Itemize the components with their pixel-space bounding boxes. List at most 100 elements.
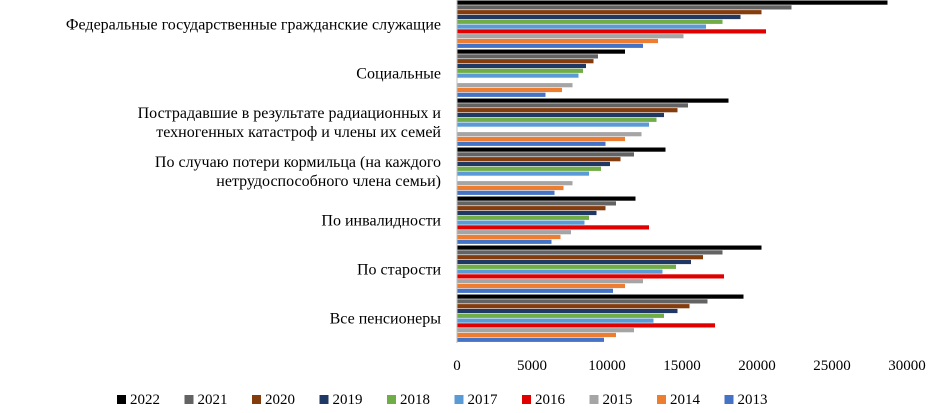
- legend-swatch-2020: [252, 395, 261, 404]
- bar-2015-cat-1: [457, 83, 573, 88]
- category-labels: Федеральные государственные гражданские …: [66, 17, 442, 328]
- legend: 2022 2021 2020 2019 2018 2017 2016 2015 2014 2013: [117, 392, 768, 408]
- bar-2015-cat-2: [457, 132, 642, 137]
- bar-2020-cat-3: [457, 157, 621, 162]
- bars-group: [457, 0, 888, 342]
- bar-2016-cat-5: [457, 274, 724, 279]
- bar-2015-cat-5: [457, 279, 643, 284]
- bar-2013-cat-4: [457, 239, 552, 244]
- x-tick-label: 15000: [663, 358, 701, 374]
- bar-2014-cat-1: [457, 87, 562, 93]
- bar-2017-cat-4: [457, 220, 585, 225]
- bar-2017-cat-1: [457, 73, 579, 78]
- bar-2020-cat-1: [457, 59, 594, 64]
- bar-2015-cat-3: [457, 181, 573, 186]
- bar-2013-cat-1: [457, 92, 546, 97]
- category-label: техногенных катастроф и члены их семей: [156, 124, 441, 141]
- bar-2022-cat-2: [457, 98, 729, 103]
- bar-2022-cat-4: [457, 196, 636, 201]
- bar-2014-cat-0: [457, 38, 658, 44]
- bar-2017-cat-0: [457, 24, 706, 29]
- bar-2021-cat-3: [457, 152, 634, 157]
- category-label: По случаю потери кормильца (на каждого: [155, 154, 441, 171]
- bar-2020-cat-0: [457, 10, 762, 15]
- bar-2013-cat-3: [457, 190, 555, 195]
- bar-2018-cat-1: [457, 68, 583, 73]
- legend-swatch-2021: [184, 395, 194, 404]
- bar-2022-cat-0: [457, 0, 888, 5]
- bar-2019-cat-2: [457, 112, 664, 118]
- category-label: Все пенсионеры: [330, 311, 442, 328]
- bar-2021-cat-4: [457, 201, 616, 206]
- legend-swatch-2016: [522, 395, 531, 404]
- x-tick-label: 30000: [888, 358, 926, 374]
- legend-label-2019: 2019: [333, 392, 363, 408]
- legend-label-2013: 2013: [738, 392, 768, 408]
- bar-2021-cat-0: [457, 5, 792, 10]
- legend-label-2021: 2021: [198, 392, 228, 408]
- bar-2021-cat-2: [457, 103, 688, 108]
- legend-label-2014: 2014: [670, 392, 701, 408]
- bar-2018-cat-0: [457, 19, 723, 24]
- legend-swatch-2015: [589, 395, 599, 404]
- bar-2016-cat-4: [457, 225, 649, 230]
- bar-2013-cat-6: [457, 337, 604, 342]
- bar-2018-cat-6: [457, 313, 664, 318]
- bar-2020-cat-2: [457, 108, 678, 113]
- bar-2019-cat-5: [457, 259, 691, 265]
- bar-2020-cat-4: [457, 206, 606, 211]
- bar-2020-cat-5: [457, 255, 703, 260]
- x-tick-label: 0: [453, 358, 461, 374]
- bar-2014-cat-3: [457, 185, 564, 191]
- legend-swatch-2014: [657, 395, 666, 404]
- bar-2020-cat-6: [457, 304, 690, 309]
- legend-swatch-2022: [117, 395, 126, 404]
- bar-2015-cat-4: [457, 230, 571, 235]
- bar-2022-cat-5: [457, 245, 762, 250]
- bar-2022-cat-3: [457, 147, 666, 152]
- bar-2016-cat-6: [457, 323, 715, 328]
- category-label: По инвалидности: [321, 213, 441, 230]
- legend-label-2015: 2015: [603, 392, 633, 408]
- category-label: нетрудоспособного члена семьи): [216, 173, 441, 190]
- bar-2013-cat-0: [457, 43, 643, 48]
- legend-swatch-2019: [319, 395, 329, 404]
- bar-2013-cat-2: [457, 141, 606, 146]
- category-label: Пострадавшие в результате радиационных и: [138, 105, 442, 122]
- bar-2014-cat-2: [457, 136, 625, 142]
- bar-2019-cat-4: [457, 210, 597, 216]
- x-axis-ticks: 0 5000 10000 15000 20000 25000 30000: [453, 358, 926, 374]
- legend-label-2016: 2016: [535, 392, 566, 408]
- bar-2014-cat-4: [457, 234, 561, 240]
- bar-2016-cat-0: [457, 29, 766, 34]
- bar-2018-cat-3: [457, 166, 601, 171]
- x-tick-label: 20000: [738, 358, 776, 374]
- bar-2015-cat-6: [457, 328, 634, 333]
- legend-swatch-2017: [454, 395, 464, 404]
- bar-2013-cat-5: [457, 288, 613, 293]
- bar-2018-cat-4: [457, 215, 589, 220]
- bar-2017-cat-3: [457, 171, 589, 176]
- bar-2018-cat-5: [457, 264, 676, 269]
- bar-2022-cat-1: [457, 49, 625, 54]
- bar-2022-cat-6: [457, 294, 744, 299]
- category-label: Федеральные государственные гражданские …: [66, 17, 441, 34]
- legend-swatch-2018: [387, 395, 396, 404]
- bar-2021-cat-6: [457, 299, 708, 304]
- bar-2014-cat-5: [457, 283, 625, 289]
- bar-2018-cat-2: [457, 117, 657, 122]
- bar-2019-cat-1: [457, 63, 586, 69]
- legend-label-2018: 2018: [400, 392, 430, 408]
- bar-2021-cat-1: [457, 54, 598, 59]
- x-tick-label: 25000: [813, 358, 851, 374]
- legend-label-2022: 2022: [130, 392, 160, 408]
- bar-2015-cat-0: [457, 34, 684, 39]
- bar-2019-cat-6: [457, 308, 678, 314]
- bar-2014-cat-6: [457, 332, 616, 338]
- legend-swatch-2013: [724, 395, 734, 404]
- x-tick-label: 10000: [588, 358, 626, 374]
- bar-2019-cat-0: [457, 14, 741, 20]
- bar-2017-cat-5: [457, 269, 663, 274]
- category-label: Социальные: [356, 66, 441, 83]
